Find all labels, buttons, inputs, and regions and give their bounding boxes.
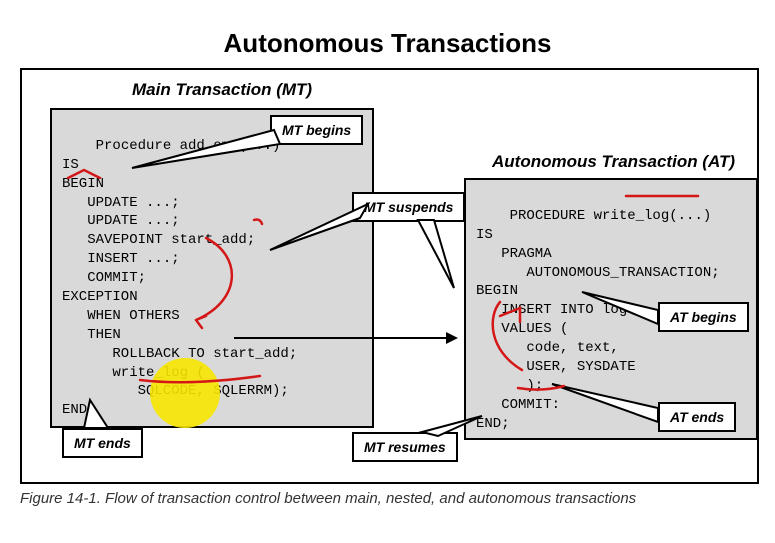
callout-at-ends: AT ends xyxy=(658,402,736,432)
figure-caption: Figure 14-1. Flow of transaction control… xyxy=(20,490,755,507)
page-title: Autonomous Transactions xyxy=(0,28,775,59)
callout-mt-ends: MT ends xyxy=(62,428,143,458)
figure-frame: Main Transaction (MT) Procedure add_emp(… xyxy=(20,68,759,484)
callout-mt-suspends: MT suspends xyxy=(352,192,465,222)
callout-at-begins: AT begins xyxy=(658,302,749,332)
highlight-circle xyxy=(150,358,220,428)
mt-title: Main Transaction (MT) xyxy=(132,80,312,100)
callout-mt-resumes: MT resumes xyxy=(352,432,458,462)
callout-mt-begins: MT begins xyxy=(270,115,363,145)
at-title: Autonomous Transaction (AT) xyxy=(492,152,735,172)
